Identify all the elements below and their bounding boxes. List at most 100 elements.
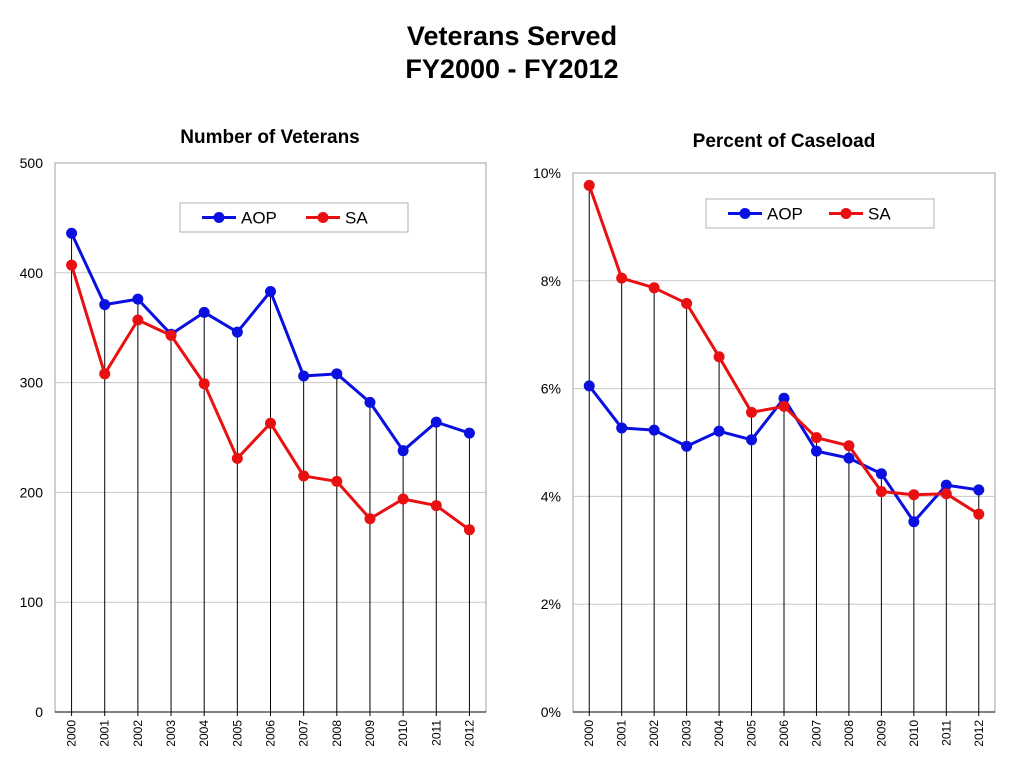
x-tick-label-veterans: 2012 [462,720,476,747]
x-tick-label-caseload: 2003 [680,720,694,747]
data-point-aop [810,445,822,457]
y-tick-label-caseload: 6% [541,381,561,397]
x-tick-label-veterans: 2011 [429,720,443,746]
chart-veterans: 0 100 200 300 400 500 2000 2001 2002 2003 2004 2005… [20,155,487,747]
x-tick-label-veterans: 2000 [65,720,79,747]
data-point-sa [66,259,78,271]
x-tick-label-veterans: 2008 [330,720,344,747]
y-tick-label-veterans: 500 [20,155,44,171]
x-tick-label-caseload: 2010 [907,720,921,747]
y-tick-label-veterans: 200 [20,484,44,500]
data-point-aop [713,425,725,437]
legend-marker-aop [213,212,225,223]
y-tick-label-caseload: 4% [541,488,561,504]
y-tick-label-veterans: 100 [20,594,44,610]
data-point-sa [165,329,177,341]
y-tick-label-caseload: 10% [533,165,561,181]
x-tick-label-veterans: 2010 [396,720,410,747]
data-point-sa [940,488,952,500]
data-point-aop [973,484,985,496]
legend-label-sa: SA [345,209,368,228]
data-point-sa [843,440,855,452]
legend-marker-aop [739,208,751,219]
data-point-sa [875,486,887,498]
data-point-aop [298,370,310,382]
data-point-sa [198,378,210,390]
legend-caseload: AOP SA [705,198,935,229]
data-point-aop [99,299,111,311]
data-point-aop [463,427,475,439]
main-title-line2: FY2000 - FY2012 [405,54,619,84]
data-point-aop [778,392,790,404]
x-tick-label-veterans: 2001 [98,720,112,747]
legend-marker-sa [317,212,329,223]
x-tick-label-caseload: 2007 [809,720,823,747]
data-point-sa [132,314,144,326]
x-tick-label-caseload: 2012 [972,720,986,747]
data-point-aop [198,306,210,318]
data-point-aop [364,396,376,408]
y-tick-label-veterans: 0 [35,704,43,720]
data-point-sa [973,508,985,520]
y-tick-label-caseload: 2% [541,596,561,612]
x-tick-label-veterans: 2009 [363,720,377,747]
data-point-aop [940,479,952,491]
y-tick-label-veterans: 400 [20,265,44,281]
data-point-aop [746,434,758,446]
data-point-aop [583,380,595,392]
x-tick-label-caseload: 2005 [745,720,759,747]
x-tick-label-caseload: 2009 [874,720,888,747]
data-point-aop [66,227,78,239]
x-tick-label-caseload: 2011 [939,720,953,746]
data-point-sa [331,475,343,487]
data-point-sa [265,417,276,429]
x-tick-label-caseload: 2002 [647,720,661,747]
data-point-aop [648,424,660,436]
data-point-aop [908,516,920,528]
legend-label-aop: AOP [241,209,277,228]
data-point-aop [430,416,442,428]
x-tick-label-veterans: 2007 [297,720,311,747]
data-point-sa [364,513,376,525]
data-point-sa [648,282,660,294]
data-point-sa [463,524,475,536]
x-tick-label-veterans: 2006 [264,720,278,747]
x-tick-label-veterans: 2002 [131,720,145,747]
x-tick-label-veterans: 2005 [230,720,244,747]
data-point-sa [397,493,409,505]
data-point-aop [397,445,409,457]
y-tick-label-caseload: 0% [541,704,561,720]
data-point-sa [746,406,758,418]
data-point-sa [713,351,725,363]
chart-title-percent-of-caseload: Percent of Caseload [692,131,876,152]
data-point-sa [430,500,442,512]
data-point-aop [681,440,693,452]
legend-label-aop: AOP [767,205,803,224]
data-point-sa [908,489,920,501]
x-tick-label-caseload: 2008 [842,720,856,747]
data-point-sa [778,400,790,412]
data-point-sa [99,368,111,380]
legend-label-sa: SA [868,205,891,224]
x-tick-label-caseload: 2006 [777,720,791,747]
y-tick-label-caseload: 8% [541,273,561,289]
x-tick-label-caseload: 2000 [582,720,596,747]
x-tick-label-caseload: 2001 [615,720,629,747]
data-point-sa [810,432,822,444]
data-point-aop [875,468,887,480]
x-tick-label-veterans: 2003 [164,720,178,747]
x-tick-label-caseload: 2004 [712,720,726,747]
data-point-aop [843,452,855,464]
chart-title-number-of-veterans: Number of Veterans [180,127,360,148]
legend-veterans: AOP SA [179,202,409,233]
data-point-sa [681,297,693,309]
data-point-aop [331,368,343,380]
main-title: Veterans Served FY2000 - FY2012 [0,20,1024,86]
data-point-aop [616,422,628,434]
data-point-aop [231,326,243,338]
data-point-aop [132,293,144,305]
data-point-aop [265,285,276,297]
chart-caseload: 0% 2% 4% 6% 8% 10% 2000 2001 2002 2003 2004 2005 200… [533,165,996,747]
data-point-sa [231,452,243,464]
